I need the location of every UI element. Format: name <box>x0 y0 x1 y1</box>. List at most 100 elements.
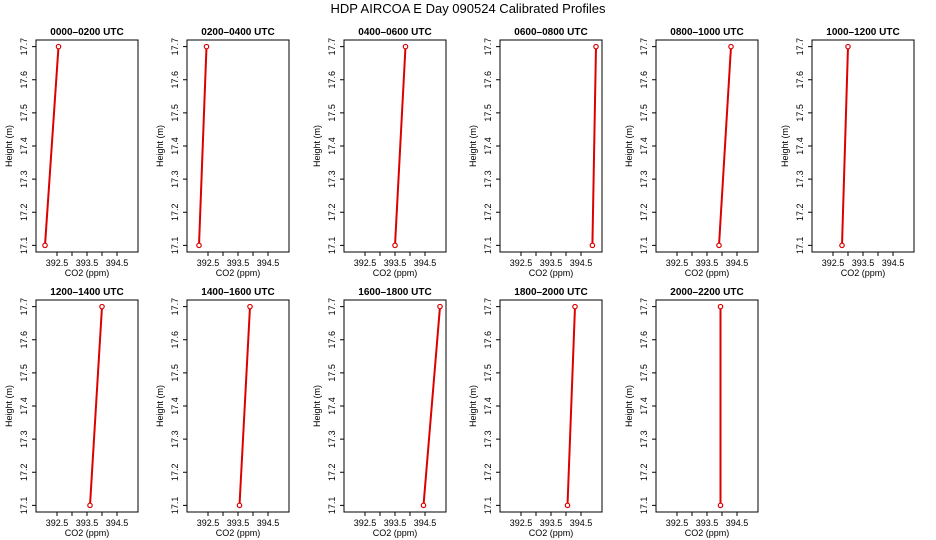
x-tick-label: 394.5 <box>257 258 280 268</box>
y-tick-label: 17.7 <box>170 298 180 316</box>
x-tick-label: 394.5 <box>570 258 593 268</box>
y-tick-label: 17.1 <box>170 237 180 255</box>
panel-title: 1200–1400 UTC <box>50 287 123 298</box>
y-tick-label: 17.5 <box>327 364 337 382</box>
data-point <box>55 43 62 50</box>
profile-line <box>394 46 407 246</box>
x-tick-label: 392.5 <box>46 518 69 528</box>
profile-line <box>718 46 732 246</box>
x-tick-label: 394.5 <box>570 518 593 528</box>
x-tick-label: 394.5 <box>414 518 437 528</box>
x-tick-label: 392.5 <box>822 258 845 268</box>
y-tick-label: 17.5 <box>327 104 337 122</box>
y-tick-label: 17.5 <box>483 104 493 122</box>
x-tick-label: 392.5 <box>666 258 689 268</box>
x-axis-label: CO2 (ppm) <box>373 528 418 538</box>
y-axis-label: Height (m) <box>155 125 165 167</box>
panel-title: 1600–1800 UTC <box>358 287 431 298</box>
profile-line <box>422 306 441 506</box>
y-tick-label: 17.7 <box>19 38 29 56</box>
y-tick-label: 17.4 <box>170 137 180 155</box>
y-tick-label: 17.2 <box>170 463 180 481</box>
y-tick-label: 17.1 <box>327 237 337 255</box>
panel-title: 0000–0200 UTC <box>50 27 123 38</box>
x-tick-label: 393.5 <box>227 518 250 528</box>
y-tick-label: 17.7 <box>327 38 337 56</box>
y-tick-label: 17.2 <box>19 463 29 481</box>
panel-title: 1400–1600 UTC <box>201 287 274 298</box>
data-point <box>437 303 443 310</box>
x-axis-label: CO2 (ppm) <box>529 528 574 538</box>
x-tick-label: 393.5 <box>227 258 250 268</box>
y-tick-label: 17.1 <box>483 237 493 255</box>
data-point <box>717 502 724 509</box>
y-tick-label: 17.2 <box>483 203 493 221</box>
y-tick-label: 17.3 <box>19 430 29 448</box>
y-tick-label: 17.4 <box>19 397 29 415</box>
data-point <box>236 502 243 509</box>
x-tick-label: 392.5 <box>354 258 377 268</box>
plot-frame <box>186 299 290 513</box>
panel-title: 2000–2200 UTC <box>670 287 743 298</box>
y-tick-label: 17.2 <box>170 203 180 221</box>
x-tick-label: 393.5 <box>384 258 407 268</box>
data-point <box>589 242 596 249</box>
y-tick-label: 17.6 <box>639 331 649 349</box>
x-tick-label: 392.5 <box>197 258 220 268</box>
x-tick-label: 394.5 <box>106 258 129 268</box>
y-tick-label: 17.6 <box>639 71 649 89</box>
y-tick-label: 17.4 <box>19 137 29 155</box>
profile-line <box>566 306 576 506</box>
data-point <box>42 242 48 249</box>
x-tick-label: 392.5 <box>354 518 377 528</box>
y-tick-label: 17.1 <box>795 237 805 255</box>
plot-frame <box>655 299 759 513</box>
y-tick-label: 17.5 <box>170 104 180 122</box>
x-tick-label: 393.5 <box>76 258 99 268</box>
y-tick-label: 17.7 <box>327 298 337 316</box>
y-tick-label: 17.6 <box>327 331 337 349</box>
y-tick-label: 17.7 <box>170 38 180 56</box>
x-tick-label: 392.5 <box>510 518 533 528</box>
profile-line <box>44 46 60 246</box>
y-tick-label: 17.4 <box>327 137 337 155</box>
y-tick-label: 17.3 <box>170 170 180 188</box>
y-tick-label: 17.1 <box>170 497 180 515</box>
y-tick-label: 17.6 <box>483 71 493 89</box>
y-tick-label: 17.2 <box>327 463 337 481</box>
x-tick-label: 393.5 <box>696 518 719 528</box>
x-axis-label: CO2 (ppm) <box>216 528 261 538</box>
data-point <box>392 242 398 249</box>
x-tick-label: 394.5 <box>257 518 280 528</box>
y-tick-label: 17.3 <box>483 430 493 448</box>
y-tick-label: 17.1 <box>327 497 337 515</box>
y-tick-label: 17.2 <box>19 203 29 221</box>
plot-frame <box>499 299 603 513</box>
y-tick-label: 17.6 <box>170 71 180 89</box>
y-tick-label: 17.3 <box>19 170 29 188</box>
y-axis-label: Height (m) <box>155 385 165 427</box>
plot-frame <box>343 39 447 253</box>
y-axis-label: Height (m) <box>780 125 790 167</box>
data-point <box>87 502 93 509</box>
y-tick-label: 17.5 <box>19 364 29 382</box>
data-point <box>593 43 599 50</box>
y-tick-label: 17.3 <box>795 170 805 188</box>
y-tick-label: 17.4 <box>639 137 649 155</box>
y-tick-label: 17.5 <box>19 104 29 122</box>
y-axis-label: Height (m) <box>468 385 478 427</box>
y-tick-label: 17.4 <box>639 397 649 415</box>
y-tick-label: 17.1 <box>639 237 649 255</box>
x-axis-label: CO2 (ppm) <box>685 528 730 538</box>
data-point <box>839 242 845 249</box>
x-axis-label: CO2 (ppm) <box>216 268 261 278</box>
x-tick-label: 394.5 <box>882 258 905 268</box>
y-axis-label: Height (m) <box>312 385 322 427</box>
y-axis-label: Height (m) <box>312 125 322 167</box>
x-axis-label: CO2 (ppm) <box>373 268 418 278</box>
panel-title: 1800–2000 UTC <box>514 287 587 298</box>
x-tick-label: 392.5 <box>197 518 220 528</box>
y-tick-label: 17.3 <box>483 170 493 188</box>
y-tick-label: 17.7 <box>639 38 649 56</box>
